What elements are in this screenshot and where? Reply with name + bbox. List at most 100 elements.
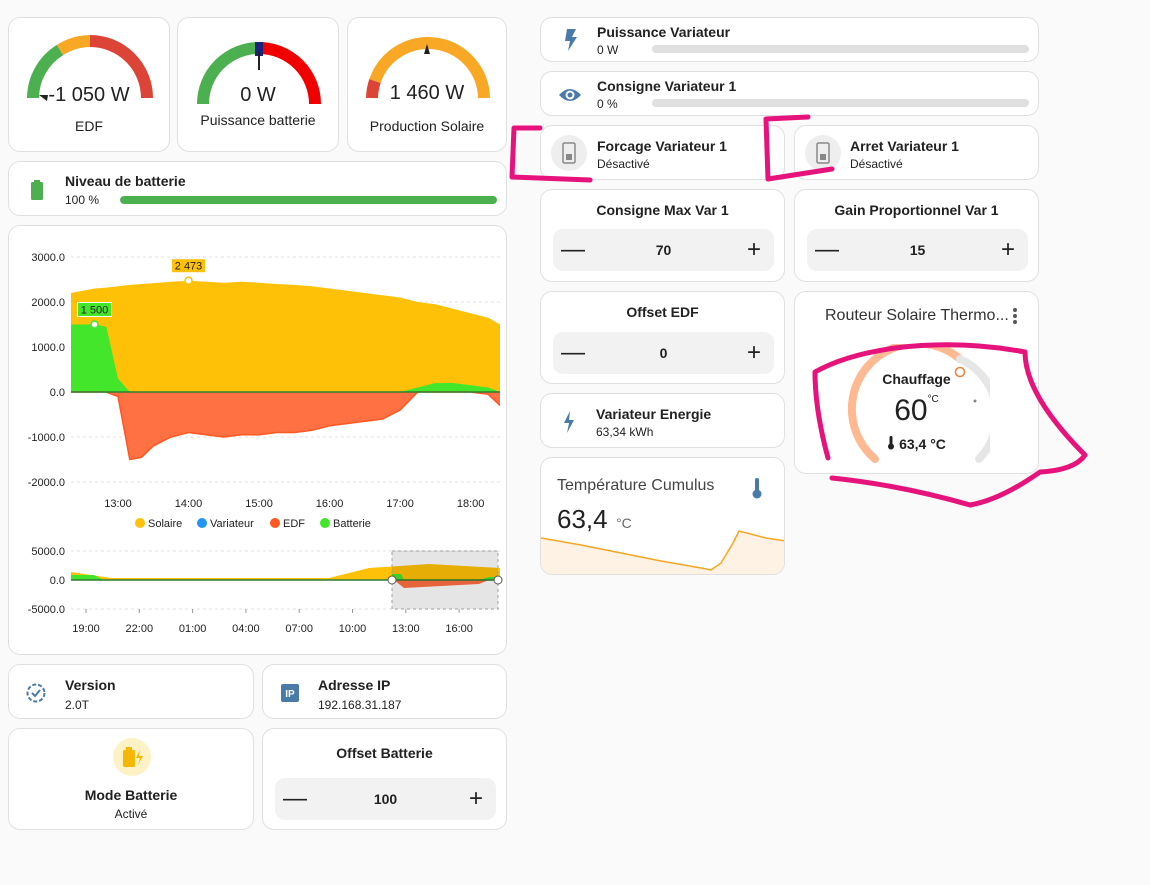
mini-zoom-handle-right[interactable] <box>493 575 503 585</box>
legend-swatch[interactable] <box>135 518 145 528</box>
edf-offset-decrease-button[interactable]: — <box>561 339 585 366</box>
annotation-label: 1 500 <box>81 305 109 317</box>
energy-chart[interactable]: 3000.0 2000.0 1000.0 0.0 -1000.0 -2000.0 13:0… <box>9 226 508 656</box>
battery-offset-increase-button[interactable]: + <box>468 785 483 812</box>
legend-label[interactable]: EDF <box>283 518 305 530</box>
stop-toggle-icon[interactable] <box>805 135 841 171</box>
thermostat-title: Routeur Solaire Thermo... <box>825 307 1009 324</box>
mini-x-tick-label: 19:00 <box>72 623 100 635</box>
mini-y-tick-label: 0.0 <box>50 575 65 587</box>
ip-address-card[interactable]: IP Adresse IP 192.168.31.187 <box>262 664 507 719</box>
water-heater-temp-title: Température Cumulus <box>557 477 715 494</box>
mini-zoom-handle-left[interactable] <box>387 575 397 585</box>
series-solaire-area[interactable] <box>71 280 500 392</box>
energy-chart-card[interactable]: 3000.0 2000.0 1000.0 0.0 -1000.0 -2000.0 13:0… <box>8 225 507 655</box>
inverter-setpoint-card[interactable]: Consigne Variateur 1 0 % <box>540 71 1039 116</box>
chart-x-tick-label: 14:00 <box>175 498 203 510</box>
water-heater-temp-card[interactable]: Température Cumulus 63,4 °C <box>540 457 785 575</box>
thermostat-unit: °C <box>927 394 939 405</box>
mini-y-tick-label: 5000.0 <box>31 546 65 558</box>
battery-power-gauge-card[interactable]: 0 W Puissance batterie <box>177 17 339 152</box>
edf-offset-increase-button[interactable]: + <box>746 339 761 366</box>
mini-edf-area <box>394 580 489 588</box>
chart-y-tick-label: 0.0 <box>50 387 65 399</box>
solar-production-gauge-value: 1 460 W <box>389 82 465 104</box>
legend-swatch[interactable] <box>320 518 330 528</box>
mini-x-tick-label: 16:00 <box>445 623 473 635</box>
inverter-setpoint-title: Consigne Variateur 1 <box>597 78 737 94</box>
thermostat-card[interactable]: Routeur Solaire Thermo... Chauffage 60°C… <box>794 291 1039 474</box>
ip-icon: IP <box>281 684 299 702</box>
more-options-icon[interactable] <box>1012 307 1018 325</box>
ip-address-value: 192.168.31.187 <box>318 698 402 712</box>
chart-x-tick-label: 16:00 <box>316 498 344 510</box>
proportional-gain-stepper: — 15 + <box>807 229 1028 271</box>
inverter-forcing-card[interactable]: Forcage Variateur 1 Désactivé <box>540 125 785 180</box>
temperature-sparkline <box>541 530 784 574</box>
flash-icon <box>564 411 574 433</box>
inverter-stop-card[interactable]: Arret Variateur 1 Désactivé <box>794 125 1039 180</box>
annotation-point <box>184 276 193 285</box>
legend-swatch[interactable] <box>197 518 207 528</box>
mini-y-tick-label: -5000.0 <box>28 604 65 616</box>
chart-y-tick-label: 2000.0 <box>31 297 65 309</box>
edf-offset-card: Offset EDF — 0 + <box>540 291 785 384</box>
legend-label[interactable]: Variateur <box>210 518 254 530</box>
thermostat-target: 60 <box>894 394 928 427</box>
proportional-gain-card: Gain Proportionnel Var 1 — 15 + <box>794 189 1039 282</box>
chart-x-tick-label: 15:00 <box>245 498 273 510</box>
inverter-forcing-value: Désactivé <box>597 157 650 171</box>
battery-offset-title: Offset Batterie <box>336 745 433 761</box>
inverter-power-title: Puissance Variateur <box>597 24 731 40</box>
battery-mode-card[interactable]: Mode Batterie Activé <box>8 728 254 830</box>
chart-x-tick-label: 17:00 <box>386 498 414 510</box>
edf-gauge-label: EDF <box>75 118 103 134</box>
chart-y-tick-label: 3000.0 <box>31 252 65 264</box>
inverter-energy-value: 63,34 kWh <box>596 425 654 439</box>
version-card[interactable]: Version 2.0T <box>8 664 254 719</box>
battery-mode-value: Activé <box>114 807 148 821</box>
battery-charging-icon <box>113 738 151 776</box>
inverter-power-card[interactable]: Puissance Variateur 0 W <box>540 17 1039 62</box>
proportional-gain-decrease-button[interactable]: — <box>815 236 839 263</box>
proportional-gain-title: Gain Proportionnel Var 1 <box>834 202 999 218</box>
mini-x-tick-label: 22:00 <box>126 623 154 635</box>
proportional-gain-increase-button[interactable]: + <box>1000 236 1015 263</box>
legend-label[interactable]: Solaire <box>148 518 182 530</box>
max-setpoint-increase-button[interactable]: + <box>746 236 761 263</box>
thermometer-icon <box>752 478 762 499</box>
chart-x-tick-label: 13:00 <box>104 498 132 510</box>
chart-y-tick-label: -2000.0 <box>28 477 65 489</box>
max-setpoint-decrease-button[interactable]: — <box>561 236 585 263</box>
mini-x-tick-label: 01:00 <box>179 623 207 635</box>
inverter-energy-card[interactable]: Variateur Energie 63,34 kWh <box>540 393 785 448</box>
mini-x-tick-label: 10:00 <box>339 623 367 635</box>
series-batterie-area[interactable] <box>71 324 500 393</box>
legend-label[interactable]: Batterie <box>333 518 371 530</box>
solar-production-gauge-card[interactable]: 1 460 W Production Solaire <box>347 17 507 152</box>
battery-mode-title: Mode Batterie <box>84 787 178 803</box>
inverter-power-value: 0 W <box>597 43 619 57</box>
water-heater-temp-unit: °C <box>616 515 632 531</box>
inverter-setpoint-bar <box>652 99 1029 107</box>
inverter-forcing-title: Forcage Variateur 1 <box>597 138 727 154</box>
legend-swatch[interactable] <box>270 518 280 528</box>
inverter-power-bar <box>652 45 1029 53</box>
forcing-toggle-icon[interactable] <box>551 135 587 171</box>
solar-production-gauge <box>366 37 490 99</box>
edf-gauge-card[interactable]: -1 050 W EDF <box>8 17 170 152</box>
annotation-label: 2 473 <box>175 261 203 273</box>
battery-level-card[interactable]: Niveau de batterie 100 % <box>8 161 507 216</box>
battery-offset-card: Offset Batterie — 100 + <box>262 728 507 830</box>
battery-level-title: Niveau de batterie <box>65 173 186 189</box>
mini-x-tick-label: 07:00 <box>285 623 313 635</box>
eye-icon <box>559 89 581 101</box>
series-edf-area[interactable] <box>71 392 500 460</box>
edf-gauge-value: -1 050 W <box>48 84 130 106</box>
mini-zoom-window[interactable] <box>391 550 499 610</box>
annotation-box <box>77 302 113 317</box>
battery-offset-decrease-button[interactable]: — <box>283 785 307 812</box>
inverter-stop-title: Arret Variateur 1 <box>850 138 959 154</box>
thermometer-icon <box>888 436 895 450</box>
water-heater-temp-value: 63,4 <box>557 504 608 534</box>
